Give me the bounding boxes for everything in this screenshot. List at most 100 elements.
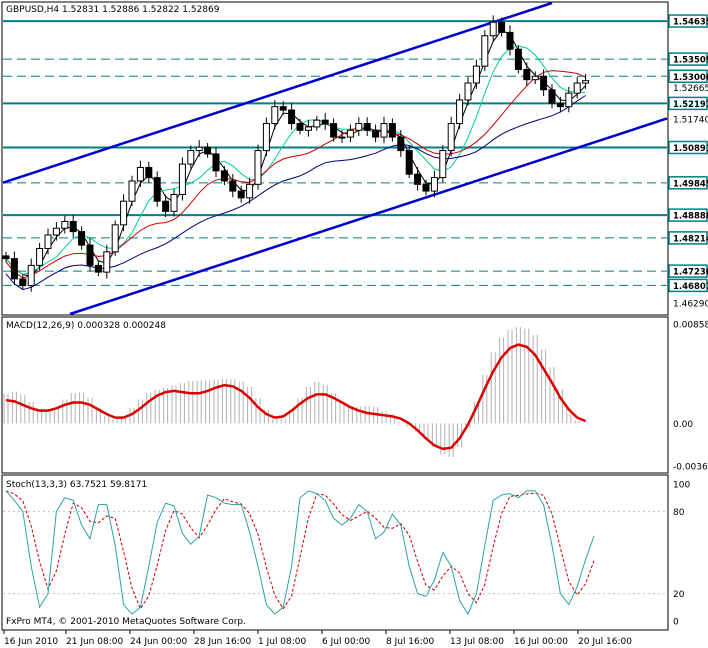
x-tick-label: 13 Jul 08:00 [450, 637, 504, 647]
price-tick-label: 1.47230 [673, 268, 708, 278]
candle-body [582, 80, 590, 84]
candle-body [346, 129, 354, 138]
price-tick-label: 1.46807 [673, 282, 708, 292]
stoch-pane-title: Stoch(13,3,3) 63.7521 59.8171 [6, 480, 147, 490]
candle-body [556, 102, 564, 108]
x-tick-label: 24 Jun 00:00 [130, 637, 187, 647]
candle-body [565, 92, 573, 108]
candle-body [288, 109, 296, 125]
candle-body [136, 166, 144, 182]
stoch-levels [3, 510, 667, 595]
candle-body [237, 190, 245, 199]
candle-body [178, 163, 186, 195]
level-label-box [668, 140, 708, 155]
candle-body [204, 146, 212, 155]
x-tick-label: 20 Jul 16:00 [578, 637, 632, 647]
candle-body [372, 129, 380, 138]
candle-body [162, 200, 170, 212]
candle-body [506, 31, 514, 50]
macd-histogram [3, 327, 589, 458]
candle-body [220, 170, 228, 182]
candle-body [262, 123, 270, 152]
candle-body [86, 244, 94, 266]
candle-body [170, 193, 178, 212]
stoch-tick-label: 20 [673, 590, 685, 600]
candle-body [52, 227, 60, 236]
macd-tick-label: 0.00858 [673, 321, 708, 331]
level-label-box [668, 231, 708, 245]
candle-body [212, 153, 220, 172]
candle-body [111, 224, 119, 253]
price-tick-label: 1.49845 [673, 179, 708, 189]
candle-body [414, 173, 422, 185]
level-label-box [668, 278, 708, 293]
macd-pane-title: MACD(12,26,9) 0.000328 0.000248 [6, 321, 166, 331]
candle-body [78, 231, 86, 246]
x-tick-label: 16 Jun 2010 [4, 637, 58, 647]
candle-body [254, 150, 262, 185]
time-axis: 16 Jun 2010 21 Jun 08:00 24 Jun 00:00 28 Ju… [3, 630, 632, 647]
candle-body [481, 35, 489, 67]
candle-body [2, 255, 10, 260]
candle-body [498, 21, 506, 33]
candle-body [153, 177, 161, 202]
stoch-k-line [5, 490, 595, 616]
level-label-box [668, 264, 708, 278]
candle-body [271, 106, 279, 125]
candle-body [304, 126, 312, 131]
macd-tick-label: 0.00 [673, 420, 693, 430]
candle-body [27, 264, 35, 287]
candle-body [229, 180, 237, 192]
level-label-box [668, 208, 708, 222]
candle-body [10, 258, 18, 280]
stoch-pane [1, 474, 669, 631]
moving-average-line [5, 95, 586, 291]
candle-body [514, 48, 522, 71]
x-tick-label: 28 Jun 16:00 [194, 637, 251, 647]
candlesticks [2, 15, 590, 292]
candle-body [405, 150, 413, 175]
moving-averages [5, 29, 586, 291]
candle-body [439, 150, 447, 179]
candle-body [447, 123, 455, 152]
candle-body [187, 150, 195, 165]
price-pane [1, 1, 669, 316]
candle-body [422, 183, 430, 192]
candle-body [145, 166, 153, 179]
candle-body [94, 264, 102, 273]
candle-body [36, 247, 44, 266]
channel-lower-line [69, 117, 668, 316]
macd-pane [1, 316, 669, 474]
x-tick-label: 1 Jul 08:00 [258, 637, 307, 647]
channel-upper-line [2, 1, 553, 184]
macd-tick-label: -0.00368 [673, 463, 708, 473]
level-label-box [668, 14, 708, 28]
price-tick-label: 1.51740 [673, 115, 708, 125]
level-label-box [668, 176, 708, 190]
price-pane-title: GBPUSD,H4 1.52831 1.52886 1.52822 1.5286… [6, 5, 220, 15]
candle-body [380, 123, 388, 138]
x-tick-label: 16 Jul 00:00 [514, 637, 568, 647]
candle-body [540, 75, 548, 91]
candle-body [120, 200, 128, 226]
candle-body [573, 82, 581, 94]
candle-body [296, 123, 304, 131]
price-tick-label: 1.52197 [673, 100, 708, 110]
stoch-tick-label: 0 [673, 618, 679, 628]
candle-body [246, 183, 254, 199]
candle-body [44, 234, 52, 249]
moving-average-line [5, 29, 586, 278]
candle-body [321, 119, 329, 125]
macd-signal-line [5, 343, 587, 451]
stoch-tick-label: 80 [673, 508, 685, 518]
candle-body [363, 123, 371, 131]
candle-body [472, 65, 480, 84]
price-tick-label: 1.48214 [673, 234, 708, 244]
level-label-box [668, 96, 708, 111]
stoch-d-line [5, 490, 595, 610]
candle-body [279, 106, 287, 111]
moving-average-line [5, 45, 586, 275]
candle-body [61, 220, 69, 229]
x-tick-label: 8 Jul 16:00 [386, 637, 435, 647]
price-tick-label: 1.53509 [673, 56, 708, 66]
